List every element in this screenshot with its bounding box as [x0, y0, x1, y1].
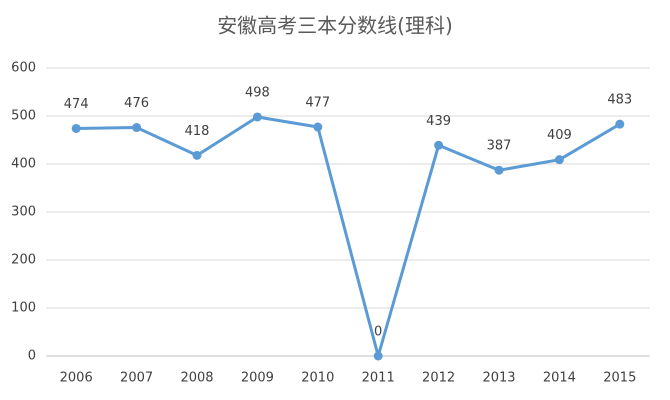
marker [252, 112, 262, 122]
data-label: 476 [124, 96, 149, 111]
data-label: 418 [185, 124, 210, 139]
y-tick-label: 200 [11, 253, 36, 268]
x-tick-label: 2015 [603, 371, 636, 386]
y-tick-label: 400 [11, 157, 36, 172]
y-tick-label: 100 [11, 301, 36, 316]
x-tick-label: 2014 [543, 371, 576, 386]
data-label: 474 [64, 97, 89, 112]
data-label: 483 [607, 93, 632, 108]
y-tick-label: 300 [11, 205, 36, 220]
x-tick-label: 2006 [60, 371, 93, 386]
marker [313, 122, 323, 132]
data-label: 498 [245, 85, 270, 100]
y-tick-label: 600 [11, 61, 36, 76]
marker [192, 150, 202, 160]
data-label: 0 [374, 325, 382, 340]
line [76, 115, 621, 358]
marker [71, 123, 81, 133]
x-tick-label: 2013 [482, 371, 515, 386]
x-tick-label: 2008 [180, 371, 213, 386]
y-tick-label: 0 [28, 349, 36, 364]
marker [434, 140, 444, 150]
data-label: 439 [426, 114, 451, 129]
x-tick-label: 2010 [301, 371, 334, 386]
data-label: 387 [487, 139, 512, 154]
x-tick-label: 2009 [241, 371, 274, 386]
marker [554, 155, 564, 165]
marker [615, 119, 625, 129]
x-tick-label: 2012 [422, 371, 455, 386]
data-label: 477 [305, 96, 330, 111]
x-tick-label: 2011 [362, 371, 395, 386]
x-tick-label: 2007 [120, 371, 153, 386]
y-tick-label: 500 [11, 109, 36, 124]
marker [494, 165, 504, 175]
data-label: 409 [547, 128, 572, 143]
chart-title: 安徽高考三本分数线(理科) [217, 14, 453, 38]
marker [132, 123, 142, 133]
marker [373, 351, 383, 361]
